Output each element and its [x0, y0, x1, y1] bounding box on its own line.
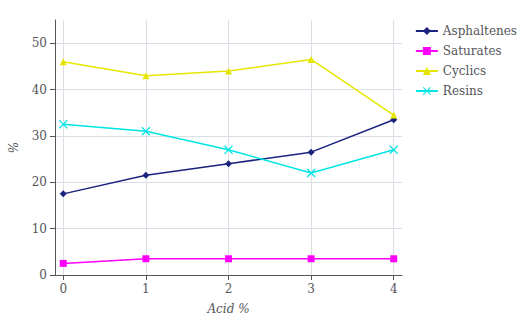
svg-text:Cyclics: Cyclics: [443, 64, 486, 78]
svg-text:Acid %: Acid %: [206, 302, 249, 316]
svg-text:1: 1: [142, 282, 150, 296]
svg-text:%: %: [7, 142, 21, 153]
svg-text:0: 0: [39, 268, 47, 282]
svg-text:Saturates: Saturates: [443, 44, 502, 58]
svg-text:Resins: Resins: [443, 84, 483, 98]
svg-text:30: 30: [32, 129, 47, 143]
svg-text:Asphaltenes: Asphaltenes: [442, 24, 517, 38]
svg-text:10: 10: [32, 222, 47, 236]
svg-text:40: 40: [32, 83, 47, 97]
svg-text:20: 20: [32, 175, 47, 189]
svg-text:50: 50: [32, 36, 47, 50]
svg-text:4: 4: [390, 282, 398, 296]
svg-text:3: 3: [307, 282, 315, 296]
svg-text:0: 0: [59, 282, 67, 296]
svg-text:2: 2: [225, 282, 233, 296]
